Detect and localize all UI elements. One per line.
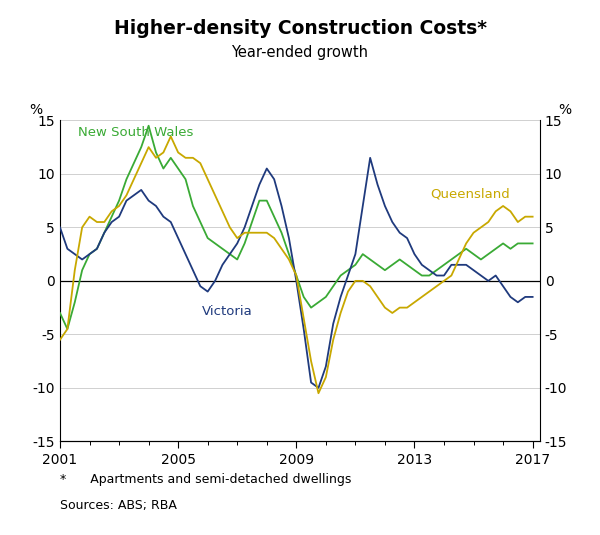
Text: %: % — [558, 103, 571, 117]
Text: %: % — [29, 103, 42, 117]
Text: Higher-density Construction Costs*: Higher-density Construction Costs* — [113, 19, 487, 38]
Text: *      Apartments and semi-detached dwellings: * Apartments and semi-detached dwellings — [60, 473, 352, 486]
Text: Sources: ABS; RBA: Sources: ABS; RBA — [60, 499, 177, 511]
Text: Year-ended growth: Year-ended growth — [232, 45, 368, 60]
Text: Victoria: Victoria — [202, 305, 253, 318]
Text: New South Wales: New South Wales — [78, 126, 193, 140]
Text: Queensland: Queensland — [431, 187, 511, 201]
